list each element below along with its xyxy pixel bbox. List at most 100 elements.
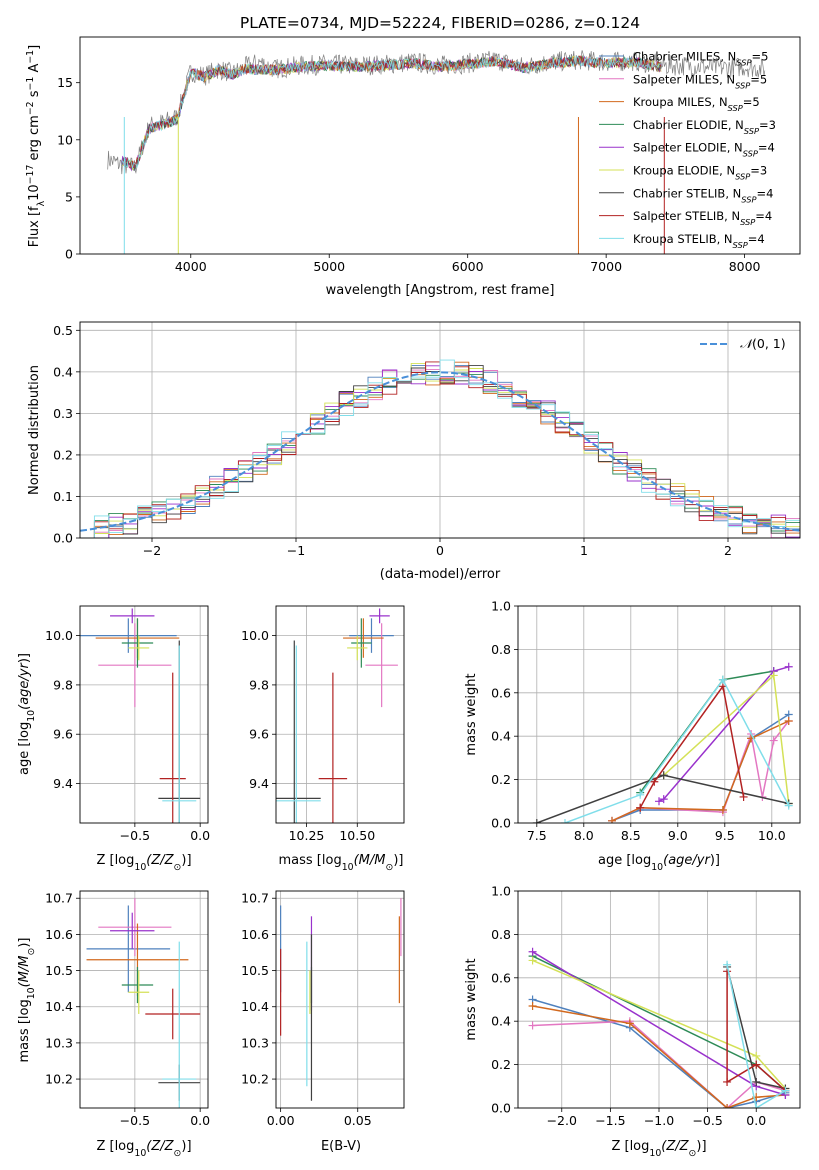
y-tick-label: 0 — [65, 247, 73, 262]
x-tick-label: 0.0 — [190, 1113, 210, 1128]
y-tick-label: 0.2 — [491, 772, 511, 787]
weight-marker — [528, 1021, 537, 1030]
y-tick-label: 10.7 — [45, 891, 73, 906]
x-tick-label: 2 — [724, 543, 732, 558]
y-tick-label: 1.0 — [491, 884, 511, 899]
x-tick-label: −2 — [143, 543, 161, 558]
histogram-step — [80, 359, 800, 538]
x-tick-label: 5000 — [313, 259, 345, 274]
y-axis-label: age [log10(age/yr)] — [17, 653, 37, 775]
mass-weight-vs-age-plot-area — [532, 662, 793, 823]
weight-marker — [659, 795, 668, 804]
weight-marker — [739, 792, 748, 801]
x-tick-label: 10.25 — [289, 828, 325, 843]
x-tick-label: 10.50 — [339, 828, 375, 843]
y-tick-label: 0.2 — [491, 1057, 511, 1072]
weight-marker — [528, 947, 537, 956]
y-tick-label: 0.6 — [491, 685, 511, 700]
legend-label: Salpeter ELODIE, NSSP=4 — [633, 141, 775, 159]
x-tick-label: 9.0 — [668, 828, 688, 843]
x-tick-label: 0.05 — [344, 1113, 372, 1128]
age-vs-Z-axes: −0.5 0.0 9.4 9.6 9.8 10.0 Z [log10(Z/Z⊙)] age [… — [17, 605, 210, 873]
x-tick-label: −0.5 — [692, 1113, 722, 1128]
mass-vs-Z-axes: −0.5 0.0 10.2 10.3 10.4 10.5 10.6 10.7 Z [log10(… — [17, 890, 210, 1159]
weight-marker — [781, 1086, 790, 1095]
y-tick-label: 1.0 — [491, 599, 511, 614]
y-tick-label: 10.3 — [241, 1035, 269, 1050]
y-tick-label: 5 — [65, 189, 73, 204]
weight-marker — [625, 1019, 634, 1028]
mass-vs-Z-plot-area — [86, 898, 201, 1108]
age-vs-Z-plot-area — [80, 608, 201, 823]
spec-axes: 4000 5000 6000 7000 8000 0 5 10 15 wavelength [An… — [25, 36, 801, 298]
y-tick-label: 10.2 — [45, 1072, 73, 1087]
weight-marker — [650, 777, 659, 786]
axes-frame — [79, 605, 209, 824]
y-tick-label: 9.6 — [53, 727, 73, 742]
x-tick-label: −2.0 — [547, 1113, 577, 1128]
x-tick-label: −1.5 — [595, 1113, 625, 1128]
y-tick-label: 9.4 — [53, 776, 73, 791]
weight-line — [532, 1005, 786, 1108]
mass-vs-EBV-plot-area — [280, 898, 402, 1101]
weight-marker — [723, 1104, 732, 1108]
y-tick-label: 0.4 — [491, 1014, 511, 1029]
y-tick-label: 0.2 — [53, 447, 73, 462]
x-axis-label: Z [log10(Z/Z⊙)] — [96, 853, 191, 873]
y-tick-label: 10.0 — [241, 628, 269, 643]
x-tick-label: −1.0 — [644, 1113, 674, 1128]
y-tick-label: 9.4 — [249, 776, 269, 791]
y-tick-label: 15 — [57, 75, 73, 90]
weight-marker — [561, 819, 569, 823]
legend-label: Kroupa STELIB, NSSP=4 — [633, 232, 765, 250]
weight-line — [639, 684, 745, 809]
x-axis-label: mass [log10(M/M⊙)] — [279, 853, 404, 873]
x-tick-label: 8.0 — [574, 828, 594, 843]
y-tick-label: 10.0 — [45, 628, 73, 643]
x-tick-label: 0.0 — [746, 1113, 766, 1128]
x-tick-label: 0.0 — [190, 828, 210, 843]
weight-marker — [718, 675, 727, 684]
axes-frame — [79, 36, 801, 255]
axes-frame — [79, 321, 801, 539]
y-tick-label: 10.4 — [241, 999, 269, 1014]
res-axes: −2 −1 0 1 2 0.0 0.1 0.2 0.3 0.4 0.5 (data-model)/er… — [27, 321, 801, 582]
y-axis-label: mass weight — [464, 673, 479, 755]
legend-label: Chabrier STELIB, NSSP=4 — [633, 186, 773, 204]
legend-label: Salpeter MILES, NSSP=5 — [633, 72, 767, 90]
axes-frame — [275, 605, 405, 824]
x-axis-label: age [log10(age/yr)] — [598, 853, 720, 873]
x-tick-label: 8000 — [729, 259, 761, 274]
weight-line — [564, 678, 790, 823]
weight-line — [611, 713, 790, 822]
x-tick-label: 10.0 — [758, 828, 786, 843]
weight-marker — [659, 771, 668, 780]
age-vs-mass-axes: 10.25 10.50 9.4 9.6 9.8 10.0 mass [log10(M/M⊙)… — [241, 605, 405, 873]
mass-weight-vs-Z-axes: −2.0 −1.5 −1.0 −0.5 0.0 0.0 0.2 0.4 0.6 0.8 1.0 mas… — [464, 884, 801, 1159]
normal-curve — [80, 371, 800, 532]
mass-vs-EBV-axes: 0.00 0.05 10.2 10.3 10.4 10.5 10.6 10.7 E(B-V) — [241, 890, 405, 1154]
weight-marker — [528, 1002, 537, 1011]
model-spectrum-line — [121, 55, 662, 169]
weight-marker — [636, 803, 645, 812]
x-tick-label: 7.5 — [527, 828, 547, 843]
y-tick-label: 10 — [57, 132, 73, 147]
y-axis-label: Normed distribution — [27, 365, 42, 495]
y-tick-label: 10.5 — [241, 963, 269, 978]
y-tick-label: 0.3 — [53, 406, 73, 421]
y-tick-label: 0.4 — [53, 364, 73, 379]
x-axis-label: wavelength [Angstrom, rest frame] — [326, 283, 555, 298]
weight-marker — [752, 1104, 761, 1108]
x-tick-label: −1 — [287, 543, 305, 558]
mass-weight-vs-Z-plot-area — [528, 947, 790, 1108]
weight-line — [726, 971, 786, 1092]
spec-plot-area — [107, 50, 766, 254]
legend-label: 𝒩(0, 1) — [740, 336, 786, 351]
legend-label: Salpeter STELIB, NSSP=4 — [633, 209, 772, 227]
x-tick-label: −0.5 — [120, 828, 150, 843]
x-tick-label: 0.00 — [267, 1113, 295, 1128]
y-tick-label: 10.6 — [241, 927, 269, 942]
y-tick-label: 10.7 — [241, 891, 269, 906]
y-tick-label: 0.8 — [491, 642, 511, 657]
